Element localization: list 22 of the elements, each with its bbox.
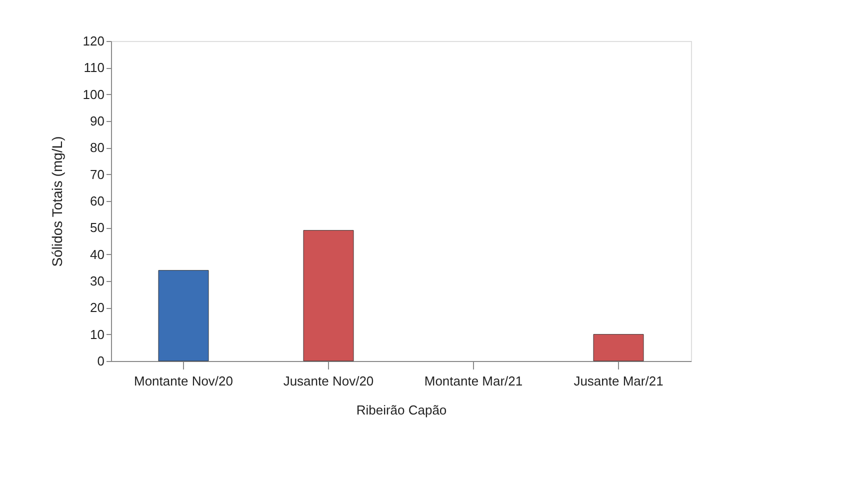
y-tick-label: 20 xyxy=(90,300,104,316)
x-tick-label: Jusante Mar/21 xyxy=(574,374,664,388)
y-tick-label: 120 xyxy=(82,34,104,48)
y-tick-label: 100 xyxy=(82,86,104,102)
x-tick-label: Montante Mar/21 xyxy=(424,374,523,388)
y-tick-label: 50 xyxy=(90,220,104,236)
y-tick-label: 40 xyxy=(90,246,104,262)
bar xyxy=(593,334,644,362)
bar xyxy=(158,270,209,362)
y-tick-label: 10 xyxy=(90,326,104,342)
y-tick-label: 110 xyxy=(84,60,104,76)
y-tick-label: 0 xyxy=(97,354,104,368)
y-tick-label: 80 xyxy=(90,140,104,156)
y-tick-label: 70 xyxy=(90,166,104,182)
bar xyxy=(303,230,354,362)
x-tick-label: Jusante Nov/20 xyxy=(283,374,374,388)
y-axis-title: Sólidos Totais (mg/L) xyxy=(48,136,65,267)
y-tick-label: 60 xyxy=(90,194,104,208)
x-axis-title: Ribeirão Capão xyxy=(356,402,447,418)
y-tick-label: 30 xyxy=(90,274,104,288)
y-tick-label: 90 xyxy=(90,114,104,128)
x-tick-label: Montante Nov/20 xyxy=(134,374,234,388)
